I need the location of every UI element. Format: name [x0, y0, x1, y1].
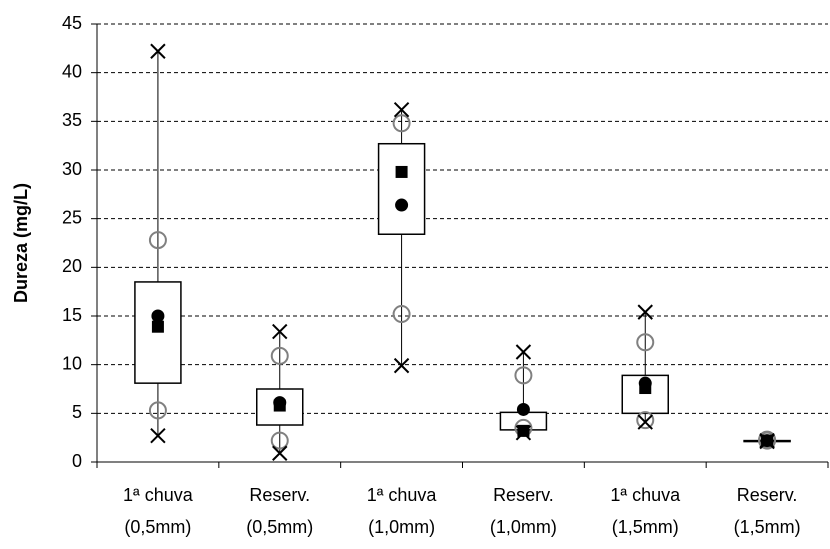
percentile-marker — [148, 231, 167, 250]
y-tick-label: 45 — [62, 13, 82, 33]
percentile-marker — [636, 411, 655, 430]
x-tick-label: 1ª chuva — [610, 485, 681, 505]
y-tick-label: 0 — [72, 451, 82, 471]
percentile-marker — [148, 401, 167, 420]
mean-marker — [395, 165, 408, 178]
y-tick-label: 10 — [62, 353, 82, 373]
extreme-marker — [393, 357, 410, 374]
extreme-marker — [272, 445, 288, 461]
percentile-marker — [392, 305, 411, 324]
extreme-marker — [637, 414, 653, 430]
percentile-marker — [514, 366, 533, 385]
box — [377, 142, 426, 235]
x-tick-label: (1,0mm) — [368, 517, 435, 537]
y-tick-label: 25 — [62, 207, 82, 227]
y-tick-label: 20 — [62, 256, 82, 276]
percentile-marker — [758, 431, 777, 450]
x-tick-label: Reserv. — [249, 485, 310, 505]
extreme-marker — [393, 101, 410, 118]
y-axis-label: Dureza (mg/L) — [11, 183, 31, 303]
extreme-marker — [150, 428, 166, 444]
y-tick-label: 15 — [62, 305, 82, 325]
y-tick-label: 40 — [62, 61, 82, 81]
median-marker — [151, 309, 165, 323]
box — [621, 374, 669, 415]
box — [256, 388, 304, 426]
percentile-marker — [392, 114, 411, 133]
x-tick-label: (0,5mm) — [124, 517, 191, 537]
extreme-marker — [150, 43, 166, 59]
extreme-marker — [272, 323, 288, 340]
y-tick-label: 30 — [62, 159, 82, 179]
x-tick-label: 1ª chuva — [123, 485, 194, 505]
x-tick-label: (1,5mm) — [612, 517, 679, 537]
mean-marker — [517, 424, 530, 437]
extreme-marker — [515, 344, 532, 360]
median-marker — [273, 396, 287, 410]
percentile-marker — [270, 346, 289, 365]
mean-marker — [151, 320, 164, 333]
x-tick-label: 1ª chuva — [367, 485, 438, 505]
x-tick-label: Reserv. — [493, 485, 554, 505]
percentile-marker — [636, 333, 655, 352]
percentile-marker — [270, 431, 289, 450]
median-marker — [516, 402, 530, 416]
x-tick-label: (0,5mm) — [246, 517, 313, 537]
x-tick-label: Reserv. — [737, 485, 798, 505]
median-marker — [395, 198, 409, 212]
median-marker — [760, 434, 774, 448]
x-tick-label: (1,5mm) — [734, 517, 801, 537]
x-tick-label: (1,0mm) — [490, 517, 557, 537]
y-tick-label: 5 — [72, 402, 82, 422]
extreme-marker — [637, 304, 653, 320]
y-tick-label: 35 — [62, 110, 82, 130]
median-marker — [638, 376, 652, 390]
